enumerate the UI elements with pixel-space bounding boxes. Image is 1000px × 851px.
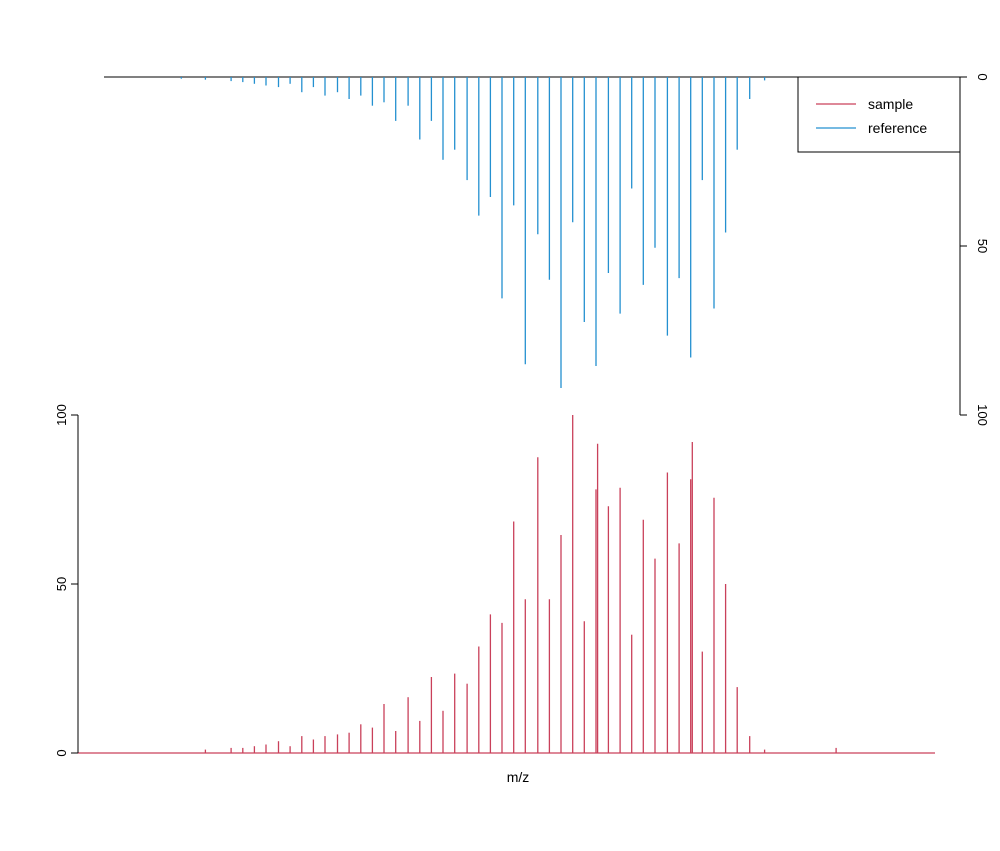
x-axis-title: m/z [507,769,530,785]
sample-panel: 100 50 0 [54,404,935,757]
sample-y-tick-label-50: 50 [54,577,69,591]
reference-peaks [180,77,766,388]
reference-panel: 0 50 100 [104,73,990,426]
reference-y-tick-label-100: 100 [975,404,990,426]
reference-y-tick-label-50: 50 [975,239,990,253]
sample-y-axis: 100 50 0 [54,404,79,757]
sample-y-tick-label-0: 0 [54,749,69,756]
legend: sample reference [797,76,961,153]
legend-label-sample: sample [868,96,913,112]
sample-peaks [204,415,837,753]
sample-y-tick-label-100: 100 [54,404,69,426]
legend-label-reference: reference [868,120,927,136]
reference-y-tick-label-0: 0 [975,73,990,80]
legend-box [797,76,961,153]
reference-y-axis: 0 50 100 [959,73,990,426]
